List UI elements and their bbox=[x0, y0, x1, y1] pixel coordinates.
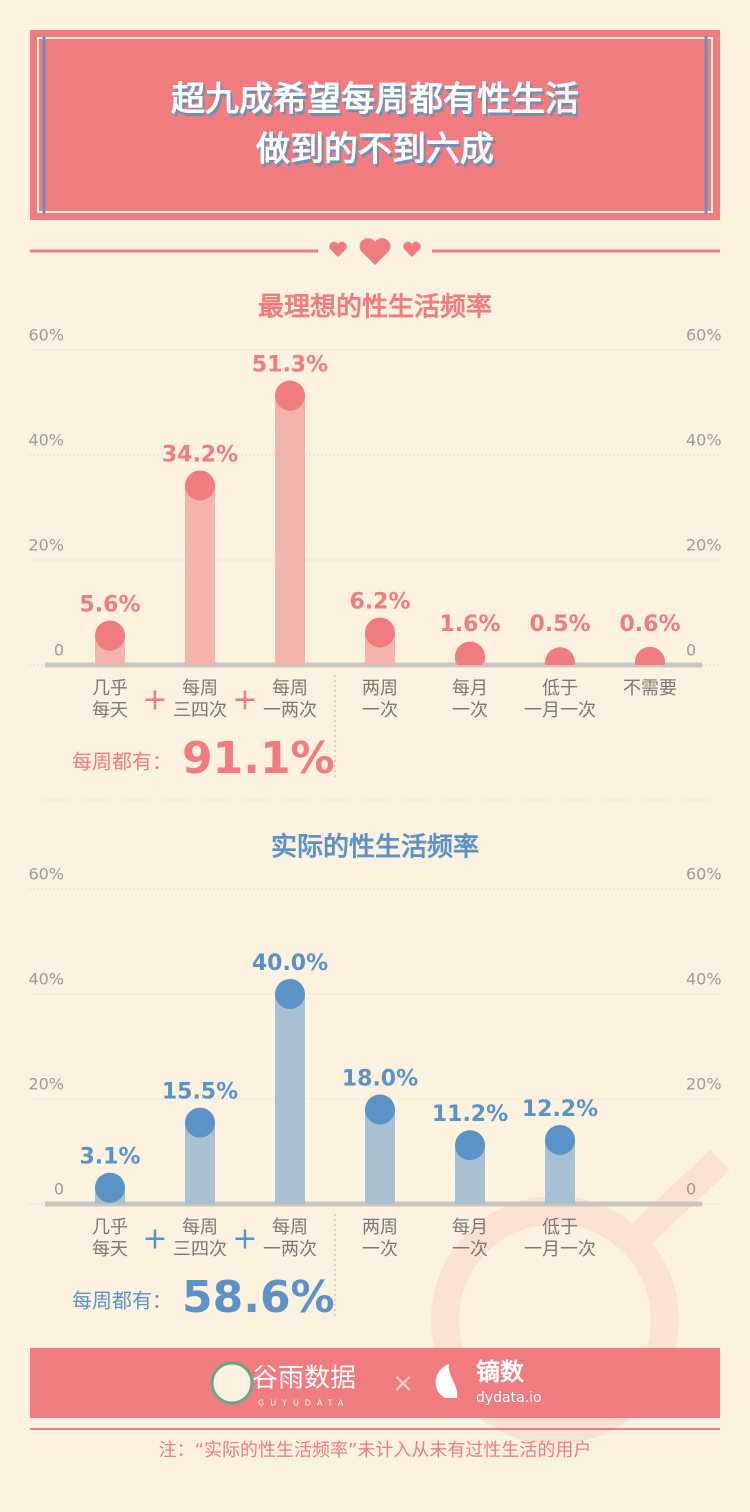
brand-sub: dydata.io bbox=[476, 1390, 542, 1406]
value-label: 40.0% bbox=[252, 951, 328, 976]
marks bbox=[95, 380, 665, 665]
x-tick-label: 两周一次 bbox=[362, 1217, 398, 1260]
brand: 谷雨数据 bbox=[252, 1364, 356, 1394]
y-tick-label: 0 bbox=[54, 641, 64, 660]
summary-value: 91.1% bbox=[182, 733, 335, 784]
plus: + bbox=[142, 683, 167, 718]
brand: 镝数 bbox=[476, 1358, 525, 1386]
marks bbox=[95, 979, 575, 1204]
x-tick-label: 每周三四次 bbox=[173, 678, 227, 721]
brand-sub: GUYUDATA bbox=[258, 1399, 349, 1408]
x-tick-label: 低于一月一次 bbox=[524, 1217, 596, 1260]
value-label: 15.5% bbox=[162, 1080, 238, 1105]
y-tick-label: 60% bbox=[28, 326, 64, 345]
bar-cap bbox=[455, 1130, 485, 1161]
x-tick-label: 两周一次 bbox=[362, 678, 398, 721]
y-tick-label: 20% bbox=[28, 1075, 64, 1094]
x-tick-label: 每周三四次 bbox=[173, 1217, 227, 1260]
footer: 谷雨数据 GUYUDATA × 镝数 dydata.io 注：“实际的性生活频率… bbox=[30, 1348, 720, 1461]
y-tick-label: 0 bbox=[54, 1180, 64, 1199]
y2-tick-label: 0 bbox=[686, 641, 696, 660]
title: 做到的不到六成 bbox=[255, 130, 494, 170]
plus: + bbox=[232, 1222, 257, 1257]
bar-cap bbox=[635, 646, 665, 665]
header: 超九成希望每周都有性生活 超九成希望每周都有性生活 做到的不到六成 做到的不到六… bbox=[30, 30, 720, 220]
x-tick-label: 每月一次 bbox=[452, 1217, 488, 1260]
bar-cap bbox=[455, 641, 485, 665]
summary-label: 每周都有： bbox=[72, 750, 172, 774]
bar-cap bbox=[275, 979, 305, 1009]
times: × bbox=[392, 1369, 414, 1399]
bar bbox=[185, 485, 215, 665]
value-label: 6.2% bbox=[349, 589, 410, 614]
divider bbox=[30, 238, 720, 265]
title: 超九成希望每周都有性生活 bbox=[171, 80, 579, 120]
y2-tick-label: 60% bbox=[686, 326, 722, 345]
title-shadow: 超九成希望每周都有性生活 bbox=[173, 83, 581, 123]
value-label: 1.6% bbox=[439, 612, 500, 637]
bar bbox=[275, 994, 305, 1204]
bar bbox=[365, 1109, 395, 1204]
bar-cap bbox=[185, 1107, 215, 1138]
bar-cap bbox=[365, 1094, 395, 1125]
note: 注：“实际的性生活频率”未计入从未有过性生活的用户 bbox=[159, 1440, 592, 1461]
bar-cap bbox=[95, 1172, 125, 1203]
value-label: 0.5% bbox=[529, 612, 590, 637]
bar-cap bbox=[545, 1124, 575, 1155]
y2-tick-label: 0 bbox=[686, 1180, 696, 1199]
x-tick-label: 不需要 bbox=[623, 678, 677, 699]
value-label: 18.0% bbox=[342, 1067, 418, 1092]
plus: + bbox=[232, 683, 257, 718]
logo bbox=[435, 1364, 458, 1398]
y-tick-label: 40% bbox=[28, 970, 64, 989]
chart-title: 实际的性生活频率 bbox=[271, 832, 479, 863]
x-tick-label: 每周一两次 bbox=[263, 678, 317, 721]
summary-label: 每周都有： bbox=[72, 1289, 172, 1313]
y2-tick-label: 20% bbox=[686, 1075, 722, 1094]
x-tick-label: 每周一两次 bbox=[263, 1217, 317, 1260]
y2-tick-label: 20% bbox=[686, 536, 722, 555]
bar bbox=[275, 395, 305, 665]
title-shadow: 做到的不到六成 bbox=[257, 133, 496, 173]
y-tick-label: 40% bbox=[28, 431, 64, 450]
plus: + bbox=[142, 1222, 167, 1257]
summary-value: 58.6% bbox=[182, 1272, 335, 1323]
bar-cap bbox=[185, 470, 215, 501]
bar-cap bbox=[365, 617, 395, 648]
y2-tick-label: 40% bbox=[686, 970, 722, 989]
value-label: 0.6% bbox=[619, 612, 680, 637]
bar-cap bbox=[95, 620, 125, 651]
x-tick-label: 几乎每天 bbox=[92, 678, 128, 721]
value-label: 34.2% bbox=[162, 442, 238, 467]
y2-tick-label: 40% bbox=[686, 431, 722, 450]
y-tick-label: 20% bbox=[28, 536, 64, 555]
value-label: 11.2% bbox=[432, 1102, 508, 1127]
value-label: 3.1% bbox=[79, 1145, 140, 1170]
y-tick-label: 60% bbox=[28, 865, 64, 884]
bar-cap bbox=[545, 647, 575, 665]
value-label: 51.3% bbox=[252, 353, 328, 378]
x-tick-label: 每月一次 bbox=[452, 678, 488, 721]
y2-tick-label: 60% bbox=[686, 865, 722, 884]
x-tick-label: 低于一月一次 bbox=[524, 678, 596, 721]
x-tick-label: 几乎每天 bbox=[92, 1217, 128, 1260]
value-label: 12.2% bbox=[522, 1097, 598, 1122]
chart-title: 最理想的性生活频率 bbox=[258, 292, 492, 323]
bar-cap bbox=[275, 380, 305, 411]
value-label: 5.6% bbox=[79, 593, 140, 618]
